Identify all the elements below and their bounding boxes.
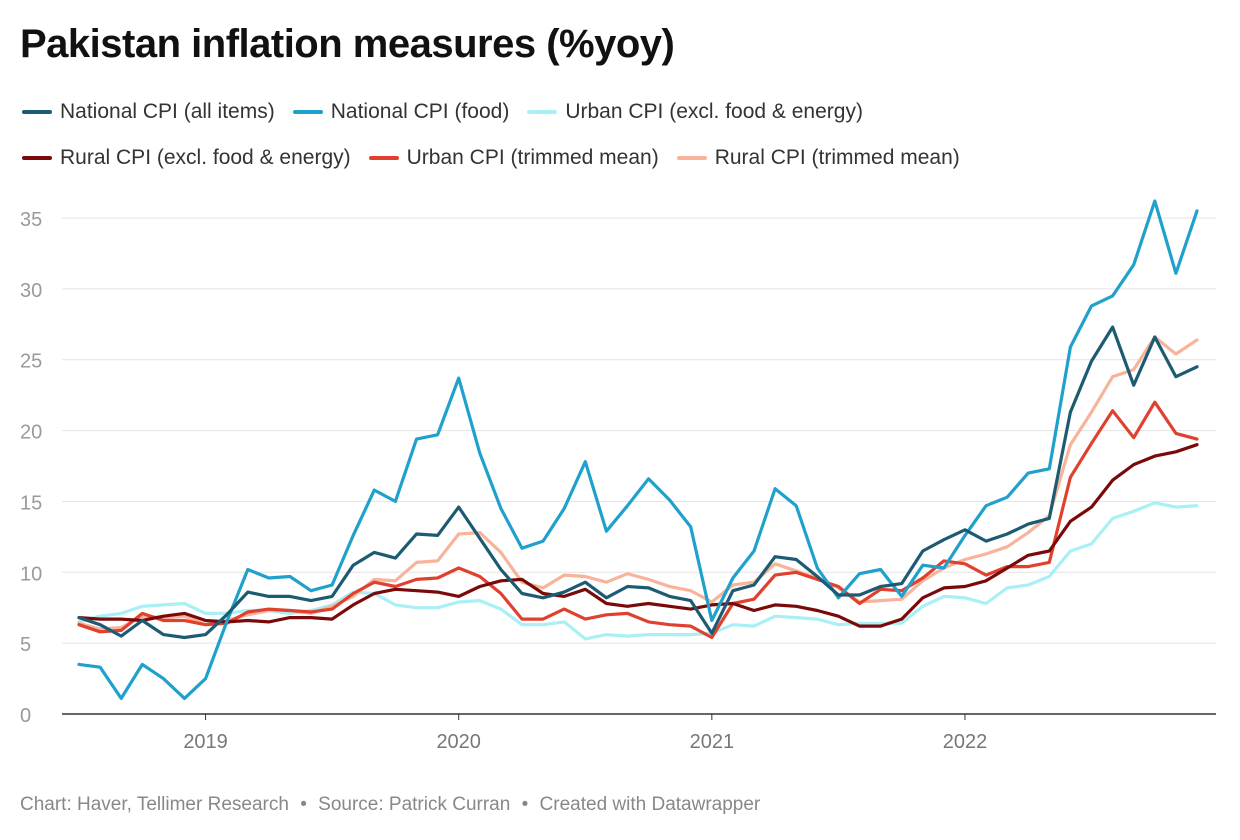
y-tick-label: 20 — [20, 422, 42, 444]
y-tick-label: 35 — [20, 209, 42, 231]
legend-row-2: Rural CPI (excl. food & energy) Urban CP… — [22, 138, 1202, 178]
footer-chart-credit: Chart: Haver, Tellimer Research — [20, 794, 289, 815]
series-line-5 — [77, 335, 1199, 631]
line-chart: 0 5 10 15 20 25 30 35 2019 2020 2021 2022 — [20, 199, 1216, 753]
legend-label: Urban CPI (trimmed mean) — [406, 146, 659, 169]
legend-row-1: National CPI (all items) National CPI (f… — [22, 92, 1202, 132]
chart-legend: National CPI (all items) National CPI (f… — [22, 92, 1202, 184]
legend-item-rural-trimmed: Rural CPI (trimmed mean) — [676, 146, 960, 170]
y-tick-label: 30 — [20, 280, 42, 302]
legend-swatch — [527, 110, 558, 114]
legend-label: National CPI (all items) — [60, 100, 275, 123]
series-line-0 — [77, 325, 1199, 640]
legend-item-rural-core: Rural CPI (excl. food & energy) — [22, 146, 351, 170]
legend-swatch — [22, 110, 52, 114]
legend-swatch — [676, 156, 707, 160]
x-tick-label: 2019 — [183, 731, 228, 753]
series-line-3 — [77, 443, 1199, 628]
footer-separator: • — [300, 794, 307, 815]
chart-footer: Chart: Haver, Tellimer Research • Source… — [20, 794, 760, 816]
x-tick-label: 2020 — [436, 731, 481, 753]
y-tick-label: 15 — [20, 492, 42, 514]
series-line-4 — [77, 400, 1199, 640]
footer-separator: • — [521, 794, 529, 815]
x-tick-label: 2022 — [943, 731, 988, 753]
x-tick-label: 2021 — [690, 731, 735, 753]
y-tick-label: 0 — [20, 705, 31, 727]
legend-swatch — [368, 156, 399, 160]
legend-label: Rural CPI (trimmed mean) — [714, 146, 960, 169]
legend-label: National CPI (food) — [330, 100, 510, 123]
legend-item-urban-trimmed: Urban CPI (trimmed mean) — [368, 146, 659, 170]
legend-label: Rural CPI (excl. food & energy) — [60, 146, 351, 169]
chart-title: Pakistan inflation measures (%yoy) — [20, 22, 675, 66]
legend-swatch — [292, 110, 323, 114]
series-line-1 — [77, 199, 1199, 701]
y-tick-label: 5 — [20, 634, 31, 656]
legend-item-national-food: National CPI (food) — [292, 100, 510, 124]
footer-created-with: Created with Datawrapper — [539, 794, 761, 815]
footer-source: Source: Patrick Curran — [318, 794, 511, 815]
y-tick-label: 25 — [20, 351, 42, 373]
legend-label: Urban CPI (excl. food & energy) — [565, 100, 863, 123]
y-tick-label: 10 — [20, 563, 42, 585]
legend-item-national-all: National CPI (all items) — [22, 100, 275, 124]
legend-item-urban-core: Urban CPI (excl. food & energy) — [527, 100, 863, 124]
legend-swatch — [22, 156, 52, 160]
